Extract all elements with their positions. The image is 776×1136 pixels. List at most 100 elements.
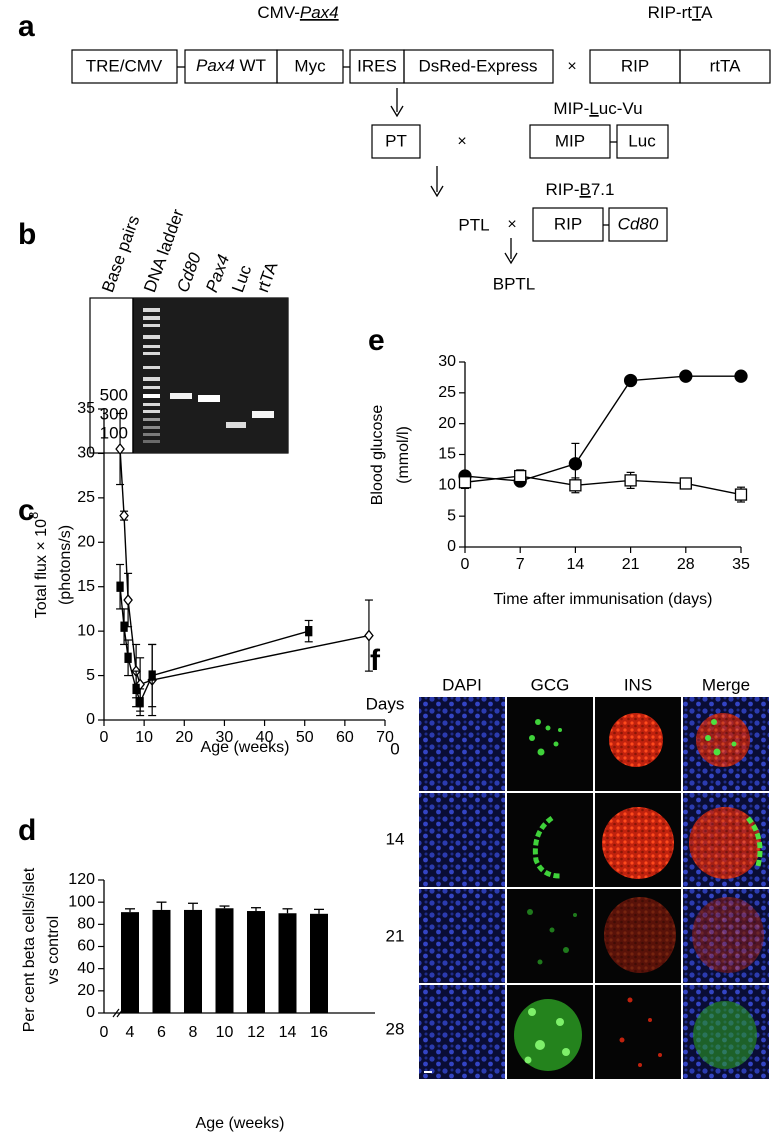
point [123,594,133,607]
y-axis-label-part: Per cent beta cells/islet [21,867,38,1032]
label-part: uc-Vu [599,99,643,118]
box-label: IRES [357,56,397,75]
x-tick-label: 14 [279,1024,297,1041]
y-axis-label: Blood glucose [369,405,386,506]
x-tick-label: 21 [622,556,640,573]
label-part: Pax4 [300,3,339,22]
bar [121,912,139,1013]
y-axis-label: Per cent beta cells/islet [21,867,38,1032]
image-dapi [419,889,505,983]
cross: × [567,58,576,75]
y-axis-label-part: vs control [45,916,62,984]
bar [247,911,265,1013]
y-tick-label: 100 [68,893,95,910]
x-axis-label: Time after immunisation (days) [493,591,712,608]
merge-signal [692,897,764,973]
y-tick-label: 15 [77,578,95,595]
merge-signal [689,807,761,879]
box-label: RIP [554,214,582,233]
x-tick-label: 16 [310,1024,328,1041]
box-label: PT [385,131,407,150]
point [679,477,692,490]
size-label: 300 [100,404,128,423]
point [119,509,129,522]
point [116,581,124,592]
arrow-head [430,185,444,198]
bar [310,913,328,1013]
y-tick-label: 5 [86,667,95,684]
x-tick-label: 70 [376,729,394,746]
point [734,488,748,501]
error-bar [314,908,324,914]
point [679,369,693,383]
point [132,683,140,695]
label-part: RIP-rt [648,3,693,22]
row-label: 0 [390,739,399,758]
column-header: Merge [702,675,750,694]
ins-signal [602,807,674,879]
bar [184,909,202,1013]
row-title: Days [366,694,405,713]
x-tick-label: 40 [256,729,274,746]
label-part: A [701,3,713,22]
y-tick-label: 30 [77,445,95,462]
panel-label: b [18,218,36,251]
bar [215,908,234,1013]
point [568,457,583,471]
x-tick-label: 7 [516,556,525,573]
band [252,411,274,418]
box-label: MIP [555,131,585,150]
column-header: GCG [531,675,570,694]
point [624,474,637,487]
panel-label: f [370,644,381,677]
point [305,625,313,637]
point [364,629,374,642]
image-dapi [419,985,505,1079]
y-tick-label: 25 [438,384,456,401]
error-bar [156,901,167,910]
gcg-signal [527,909,577,965]
y-tick-label: 35 [77,400,95,417]
size-label: 100 [100,423,128,442]
y-tick-label: 0 [86,711,95,728]
cross: × [507,216,516,233]
x-tick-label: 28 [677,556,695,573]
label-part: WT [235,56,266,75]
arrow-head [390,105,404,118]
x-tick-label: 60 [336,729,354,746]
error-bar [188,902,198,910]
point [569,479,582,492]
point [136,697,144,708]
y-axis-label-part: (photons/s) [57,525,74,605]
y-tick-label: 10 [438,477,456,494]
lane-label: Cd80 [173,250,205,295]
arrow-head [504,252,518,265]
x-tick-label: 14 [567,556,585,573]
box-label: rtTA [710,56,742,75]
x-tick-label: 30 [216,729,234,746]
y-tick-label: 120 [68,871,95,888]
point [148,670,156,681]
column-header: DAPI [442,675,482,694]
error-bar [251,907,261,912]
construct-label: CMV-Pax4 [257,3,338,22]
box-label: Luc [628,131,656,150]
ins-signal [609,713,663,767]
x-axis-label: Age (weeks) [201,739,290,756]
label-part: MIP- [553,99,589,118]
merge-gcg [746,816,763,867]
gcg-signal [514,999,582,1071]
y-tick-label: 25 [77,489,95,506]
point [514,469,527,483]
box [403,49,554,84]
error-bar [125,908,135,913]
construct-label: RIP-rtTA [648,3,714,22]
label-part: T [692,3,702,22]
image-gcg [507,793,593,887]
axis-break [112,1008,120,1018]
image-gcg [507,889,593,983]
panel-label: a [18,10,35,43]
bar [278,913,297,1013]
label-part: CMV- [257,3,300,22]
